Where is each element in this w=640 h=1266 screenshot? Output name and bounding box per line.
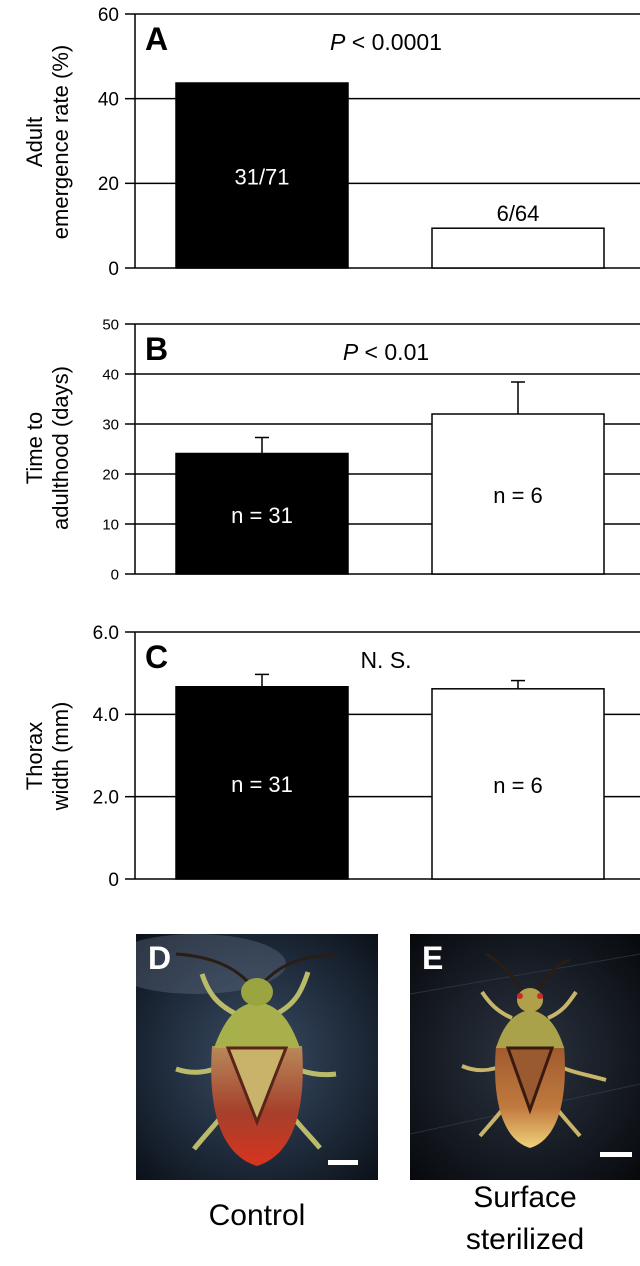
y-tick-label: 2.0 <box>93 788 119 809</box>
y-axis-label-line2: emergence rate (%) <box>48 45 73 239</box>
caption-control: Control <box>208 1199 306 1232</box>
y-axis-label-line2: adulthood (days) <box>48 366 73 530</box>
bar-data-label: n = 6 <box>493 483 543 508</box>
bar-data-label: 31/71 <box>234 165 289 190</box>
stat-annotation: P < 0.01 <box>343 339 429 365</box>
bar <box>431 227 605 269</box>
y-tick-label: 50 <box>102 316 119 333</box>
y-tick-label: 4.0 <box>93 705 119 726</box>
y-tick-label: 20 <box>98 174 119 195</box>
y-tick-label: 0 <box>108 870 119 891</box>
bar-data-label: n = 6 <box>493 773 543 798</box>
stat-value: < 0.0001 <box>345 29 442 55</box>
y-tick-label: 60 <box>98 5 119 26</box>
bar-data-label: 6/64 <box>497 201 540 226</box>
bar <box>431 413 605 575</box>
y-axis-label-line1: Thorax <box>22 722 47 790</box>
panel-letter-d: D <box>148 940 172 976</box>
y-tick-label: 0 <box>108 259 119 280</box>
bar-charts: 0 20 40 60 31/71 6/64 A P < 0.0001 Adult emergenc… <box>22 5 640 891</box>
stat-annotation: N. S. <box>360 647 411 673</box>
bar <box>175 452 349 575</box>
y-axis-label-line1: Time to <box>22 412 47 485</box>
photo-surface-sterilized-bug: E <box>410 934 640 1180</box>
panel-letter: A <box>145 21 168 57</box>
stat-value: < 0.01 <box>358 339 429 365</box>
y-tick-label: 20 <box>102 466 119 483</box>
y-axis-label-line1: Adult <box>22 117 47 167</box>
bar <box>175 686 349 880</box>
panel-letter: B <box>145 331 168 367</box>
bar <box>431 688 605 880</box>
bar-data-label: n = 31 <box>231 772 293 797</box>
y-tick-label: 6.0 <box>93 623 119 644</box>
bar-data-label: n = 31 <box>231 503 293 528</box>
y-tick-label: 40 <box>98 90 119 111</box>
y-tick-label: 30 <box>102 416 119 433</box>
photo-control-bug: D <box>136 934 378 1180</box>
y-axis-label-line2: width (mm) <box>48 702 73 812</box>
y-tick-label: 10 <box>102 516 119 533</box>
panel-letter-e: E <box>422 940 444 976</box>
stat-value: N. S. <box>360 647 411 673</box>
panel-letter: C <box>145 639 168 675</box>
caption-surface-sterilized-line2: sterilized <box>465 1223 585 1256</box>
y-tick-label: 0 <box>111 566 119 583</box>
y-tick-label: 40 <box>102 366 119 383</box>
caption-surface-sterilized-line1: Surface <box>473 1181 577 1214</box>
stat-prefix: P <box>330 29 346 55</box>
bar <box>175 82 349 269</box>
stat-annotation: P < 0.0001 <box>330 29 442 55</box>
stat-prefix: P <box>343 339 359 365</box>
